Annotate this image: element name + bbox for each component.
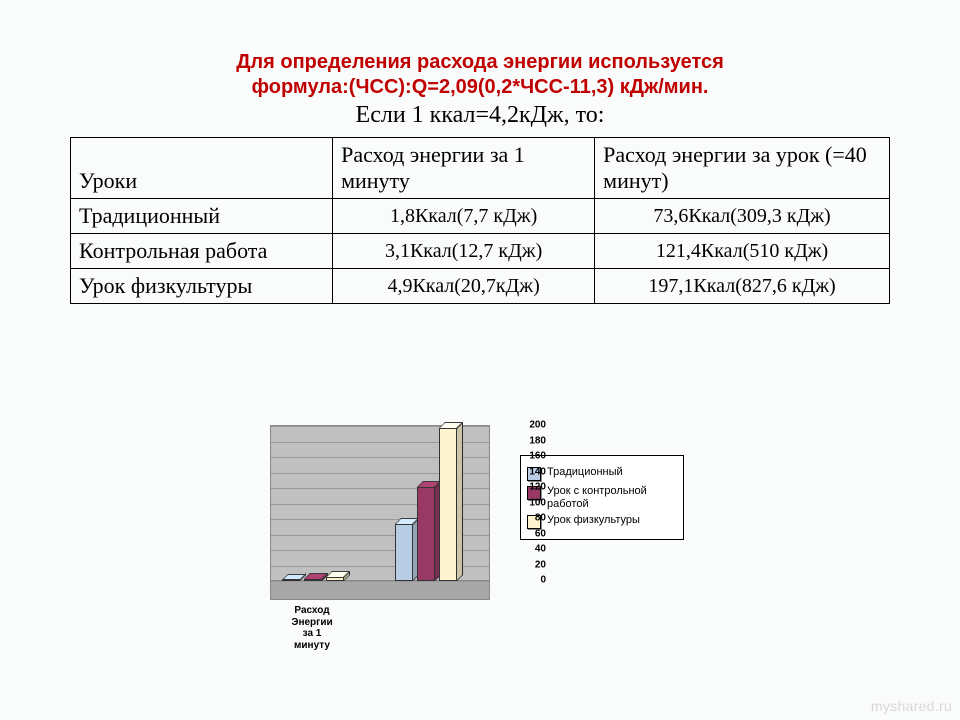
heading-line2: формула:(ЧСС):Q=2,09(0,2*ЧСС-11,3) кДж/м… [70,75,890,100]
table-header-row: Уроки Расход энергии за 1 минуту Расход … [71,138,890,199]
legend-item: Урок физкультуры [527,514,677,529]
chart-ytick-label: 120 [510,482,546,493]
chart-ytick-label: 140 [510,466,546,477]
legend-item: Традиционный [527,466,677,481]
row2-c2: 197,1Ккал(827,6 кДж) [595,269,890,304]
chart-ytick-label: 100 [510,497,546,508]
energy-chart: Традиционный Урок с контрольной работой Ур… [230,420,730,660]
legend-label: Урок физкультуры [547,514,640,527]
row1-c2: 121,4Ккал(510 кДж) [595,234,890,269]
chart-ytick-label: 180 [510,435,546,446]
chart-bars-layer [271,426,489,581]
chart-bar [326,577,344,581]
chart-bar [304,579,322,581]
row2-c1: 4,9Ккал(20,7кДж) [333,269,595,304]
chart-ytick-label: 60 [510,528,546,539]
chart-bar [395,524,413,581]
chart-ytick-label: 0 [510,575,546,586]
col-header-2: Расход энергии за урок (=40 минут) [595,138,890,199]
chart-bar [439,428,457,581]
chart-ytick-label: 40 [510,544,546,555]
legend-label: Традиционный [547,466,623,479]
row2-c0: Урок физкультуры [71,269,333,304]
chart-ytick-label: 200 [510,420,546,431]
chart-ytick-label: 160 [510,451,546,462]
row0-c0: Традиционный [71,199,333,234]
table-row: Традиционный 1,8Ккал(7,7 кДж) 73,6Ккал(3… [71,199,890,234]
row0-c2: 73,6Ккал(309,3 кДж) [595,199,890,234]
col-header-0: Уроки [71,138,333,199]
heading-line1: Для определения расхода энергии использу… [70,50,890,75]
watermark: myshared.ru [871,698,952,714]
chart-xlabel: РасходЭнергииза 1минуту [277,605,347,651]
chart-bar [417,487,435,581]
chart-ytick-label: 80 [510,513,546,524]
legend-item: Урок с контрольной работой [527,485,677,510]
chart-floor [271,580,489,599]
row1-c0: Контрольная работа [71,234,333,269]
row1-c1: 3,1Ккал(12,7 кДж) [333,234,595,269]
slide: Для определения расхода энергии использу… [0,0,960,720]
chart-plot-area [270,425,490,600]
heading-subtitle: Если 1 ккал=4,2кДж, то: [70,102,890,129]
chart-bar [282,580,300,581]
legend-label: Урок с контрольной работой [547,485,677,510]
table-row: Контрольная работа 3,1Ккал(12,7 кДж) 121… [71,234,890,269]
energy-table: Уроки Расход энергии за 1 минуту Расход … [70,137,890,304]
table-row: Урок физкультуры 4,9Ккал(20,7кДж) 197,1К… [71,269,890,304]
col-header-1: Расход энергии за 1 минуту [333,138,595,199]
chart-ytick-label: 20 [510,559,546,570]
row0-c1: 1,8Ккал(7,7 кДж) [333,199,595,234]
